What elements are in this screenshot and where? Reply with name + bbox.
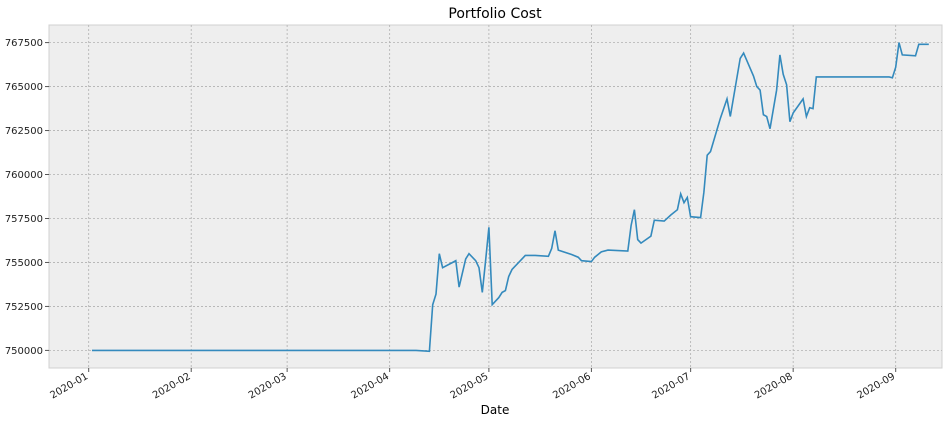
x-tick-label: 2020-07	[650, 371, 692, 401]
series-layer	[92, 42, 929, 353]
y-tick-label: 765000	[5, 82, 43, 93]
x-tick-label: 2020-06	[551, 371, 593, 401]
x-tick-label: 2020-04	[349, 371, 391, 401]
y-tick-label: 752500	[5, 302, 43, 313]
chart-title: Portfolio Cost	[448, 6, 542, 22]
y-tick-label: 767500	[5, 38, 43, 49]
x-tick-label: 2020-02	[151, 371, 193, 401]
plot-area	[48, 24, 943, 369]
x-tick-label: 2020-03	[247, 371, 289, 401]
y-tick-label: 755000	[5, 258, 43, 269]
x-tick-label: 2020-09	[855, 371, 897, 401]
x-axis-ticks: 2020-01 2020-02 2020-03 2020-04 2020-05 2020-…	[48, 368, 897, 401]
y-tick-label: 750000	[5, 346, 43, 357]
x-tick-label: 2020-08	[753, 371, 795, 401]
x-tick-label: 2020-01	[48, 371, 90, 401]
series-line	[92, 42, 929, 353]
grid-lines	[49, 25, 942, 368]
x-axis-label: Date	[481, 403, 510, 417]
y-tick-label: 762500	[5, 126, 43, 137]
x-tick-label: 2020-05	[449, 371, 491, 401]
y-axis-ticks: 750000 752500 755000 757500 760000 762500 7650…	[5, 38, 49, 357]
y-tick-label: 760000	[5, 170, 43, 181]
y-tick-label: 757500	[5, 214, 43, 225]
